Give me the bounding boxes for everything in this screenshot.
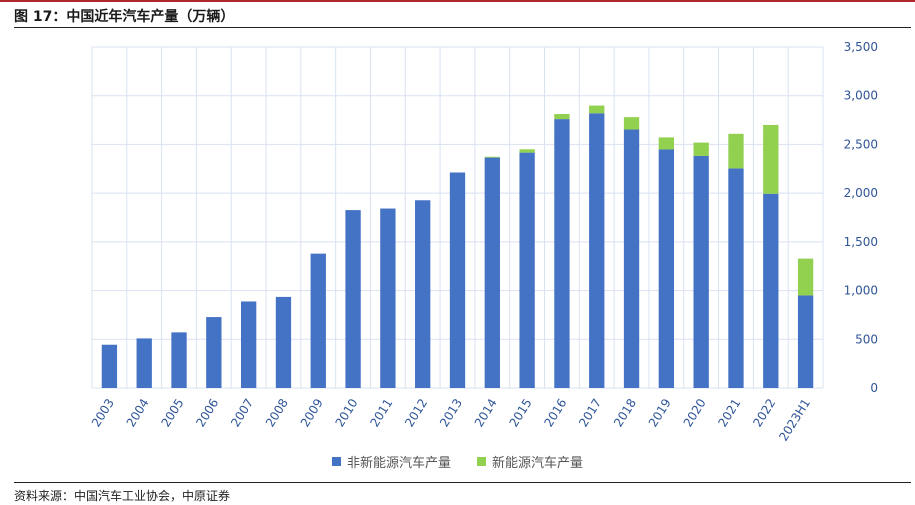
y-tick-label: 3,000 xyxy=(844,89,878,103)
x-tick-label: 2004 xyxy=(124,396,152,429)
figure-title: 图 17：中国近年汽车产量（万辆） xyxy=(14,9,235,25)
bar-nev xyxy=(519,149,535,153)
y-tick-label: 2,000 xyxy=(844,186,878,200)
bar-non-nev xyxy=(275,296,292,388)
legend-label-nev: 新能源汽车产量 xyxy=(492,456,584,471)
x-tick-label: 2006 xyxy=(193,396,221,429)
bar-nev xyxy=(693,142,709,156)
y-tick-label: 3,500 xyxy=(844,40,878,54)
bar-nev xyxy=(589,105,605,114)
x-tick-label: 2016 xyxy=(541,396,569,429)
bar-nev xyxy=(484,156,500,158)
bar-nev xyxy=(728,133,744,169)
bar-non-nev xyxy=(623,129,640,388)
bar-nev xyxy=(763,124,779,194)
bar-non-nev xyxy=(415,200,431,388)
bar-nev xyxy=(623,117,640,130)
bar-non-nev xyxy=(380,208,396,388)
bar-nev xyxy=(797,258,814,296)
bar-non-nev xyxy=(136,338,152,388)
x-tick-label: 2015 xyxy=(507,396,535,429)
bar-non-nev xyxy=(310,253,326,388)
bar-non-nev xyxy=(763,193,779,388)
legend-item-nev: 新能源汽车产量 xyxy=(477,452,583,471)
bar-non-nev xyxy=(797,295,814,388)
x-tick-label: 2005 xyxy=(159,396,187,429)
bar-nev xyxy=(554,114,570,120)
bar-non-nev xyxy=(345,210,361,388)
x-tick-label: 2018 xyxy=(611,396,639,429)
x-tick-label: 2010 xyxy=(333,396,361,429)
bar-non-nev xyxy=(658,149,675,388)
source-divider xyxy=(14,482,911,483)
x-tick-label: 2011 xyxy=(367,396,395,429)
x-tick-label: 2013 xyxy=(437,396,465,429)
y-tick-label: 500 xyxy=(855,332,878,346)
x-tick-label: 2003 xyxy=(89,396,117,429)
y-tick-label: 1,000 xyxy=(844,284,878,298)
bar-non-nev xyxy=(693,155,709,388)
y-tick-label: 0 xyxy=(870,381,878,395)
source-note: 资料来源：中国汽车工业协会，中原证券 xyxy=(14,489,231,503)
x-tick-label: 2014 xyxy=(472,396,500,429)
bar-nev xyxy=(658,137,675,150)
x-tick-label: 2022 xyxy=(750,396,778,429)
top-accent-line xyxy=(0,0,915,2)
bar-non-nev xyxy=(554,119,570,389)
x-tick-label: 2012 xyxy=(402,396,430,429)
x-tick-label: 2019 xyxy=(646,396,674,429)
legend-item-non-nev: 非新能源汽车产量 xyxy=(331,452,451,471)
x-tick-label: 2023H1 xyxy=(776,396,813,443)
y-tick-label: 2,500 xyxy=(844,137,878,151)
legend-swatch-non-nev xyxy=(331,457,341,466)
x-tick-label: 2017 xyxy=(576,396,604,429)
x-tick-label: 2008 xyxy=(263,396,291,429)
bar-non-nev xyxy=(484,157,500,388)
bar-non-nev xyxy=(171,332,187,388)
x-tick-label: 2021 xyxy=(715,396,743,429)
bar-non-nev xyxy=(519,152,535,388)
bar-non-nev xyxy=(728,168,744,388)
y-tick-label: 1,500 xyxy=(844,235,878,249)
x-tick-label: 2020 xyxy=(681,396,709,429)
x-tick-label: 2009 xyxy=(298,396,326,429)
x-tick-label: 2007 xyxy=(228,396,256,429)
bar-non-nev xyxy=(589,113,605,388)
legend-swatch-nev xyxy=(477,457,486,466)
legend: 非新能源汽车产量 新能源汽车产量 xyxy=(0,452,915,471)
bar-non-nev xyxy=(101,344,118,388)
bar-non-nev xyxy=(449,172,466,388)
bar-non-nev xyxy=(240,301,257,388)
bar-non-nev xyxy=(206,317,222,388)
legend-label-non-nev: 非新能源汽车产量 xyxy=(346,456,451,471)
title-divider xyxy=(14,27,911,28)
